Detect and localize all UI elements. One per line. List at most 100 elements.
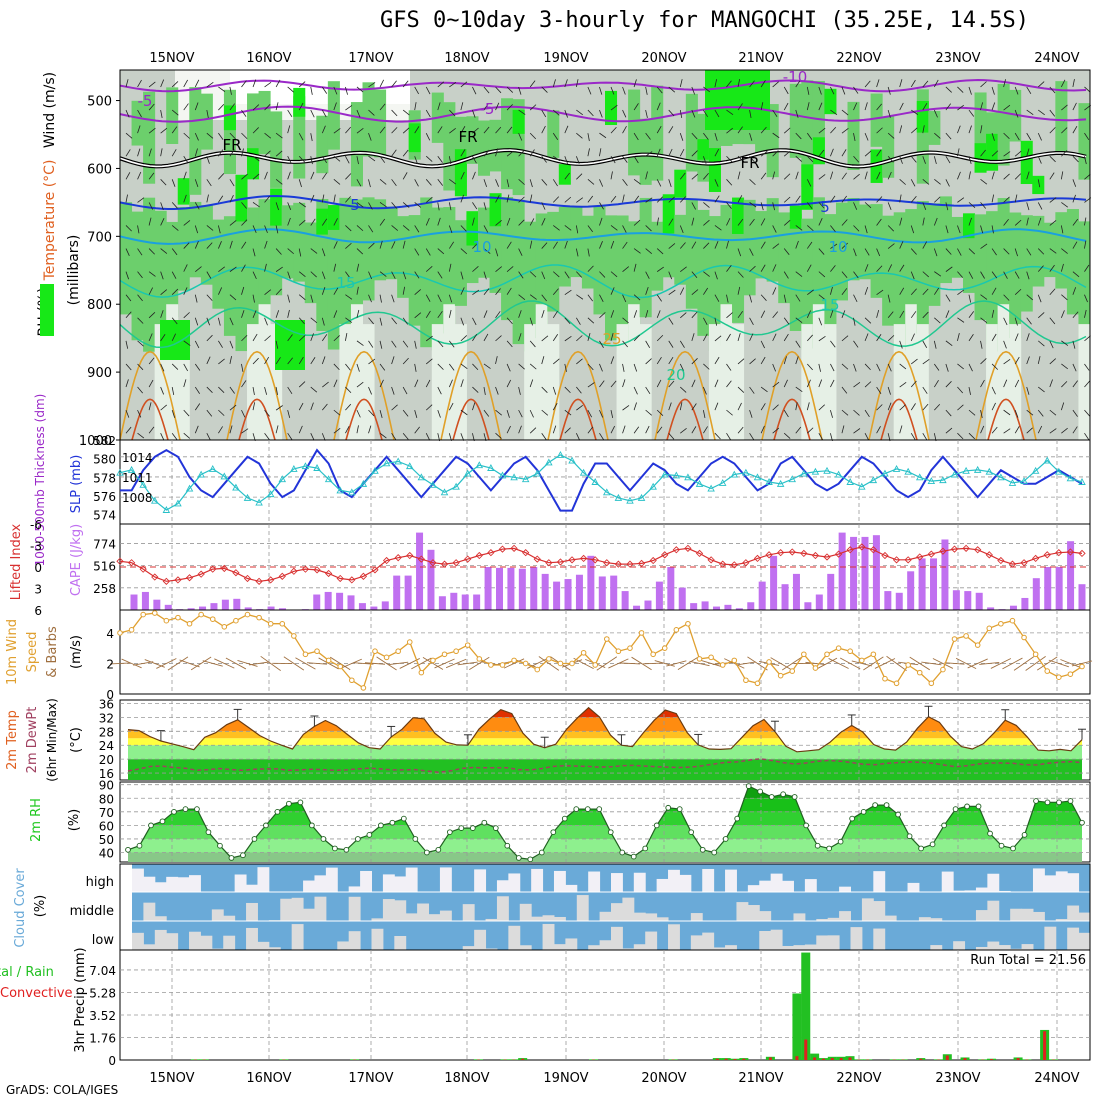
rh-green-cell [339, 197, 352, 349]
isotherm-30 [238, 398, 276, 441]
upper-wind-barb [1084, 380, 1090, 388]
upper-wind-barb [298, 402, 304, 411]
rh-point [722, 836, 729, 842]
upper-wind-barb [991, 133, 995, 141]
rh-bright-cell [674, 169, 687, 198]
upper-wind-barb [749, 133, 753, 141]
lifted-index-point [348, 576, 356, 584]
upper-wind-barb [495, 248, 499, 257]
upper-wind-barb [991, 287, 997, 295]
cloud-fill-cell [633, 912, 646, 921]
upper-wind-barb [818, 317, 823, 326]
upper-wind-barb [876, 404, 883, 411]
upper-wind-barb [125, 172, 131, 180]
rh-green-cell [524, 221, 537, 352]
upper-wind-barb [425, 404, 433, 411]
upper-wind-barb [807, 363, 813, 371]
upper-wind-barb [1037, 265, 1044, 272]
upper-wind-barb [749, 294, 753, 303]
upper-wind-barb [310, 86, 313, 95]
thickness-point [498, 471, 507, 479]
upper-wind-barb [310, 171, 315, 180]
upper-wind-barb [1060, 402, 1065, 411]
wind-speed-point [1079, 663, 1085, 670]
upper-wind-barb [264, 409, 270, 417]
rh-green-cell [1020, 215, 1033, 312]
wind-speed-point [766, 659, 772, 665]
upper-wind-barb [749, 179, 756, 186]
upper-wind-barb [449, 340, 455, 348]
upper-wind-barb [968, 125, 972, 134]
upper-wind-barb [922, 358, 930, 365]
upper-wind-barb [506, 86, 514, 93]
upper-wind-barb [957, 248, 962, 256]
upper-wind-barb [1084, 156, 1087, 165]
upper-wind-barb [945, 363, 949, 372]
rh-bright-cell [801, 164, 814, 210]
cloud-fill-cell [839, 911, 851, 921]
wind-barb [735, 661, 756, 666]
upper-wind-barb [460, 317, 465, 326]
upper-wind-barb [333, 194, 336, 203]
upper-wind-barb [368, 340, 374, 348]
cloud-fill-cell [953, 890, 966, 892]
right-tick-label: 1008 [122, 491, 153, 505]
wind-speed-point [244, 611, 251, 618]
lifted-index-point [695, 549, 704, 558]
upper-wind-barb [679, 148, 685, 157]
upper-wind-barb [957, 104, 965, 111]
upper-wind-barb [483, 103, 489, 111]
upper-wind-barb [668, 86, 676, 93]
upper-wind-barb [287, 432, 293, 441]
cloud-fill-cell [964, 890, 977, 892]
x-tick-label-top: 23NOV [935, 51, 980, 66]
cape-bar [610, 575, 618, 610]
upper-wind-barb [368, 109, 375, 116]
upper-wind-barb [298, 294, 306, 301]
wind-barb [863, 656, 884, 671]
upper-wind-barb [298, 335, 306, 342]
wind-barb [376, 656, 397, 671]
rh-green-cell [454, 220, 467, 306]
cloud-fill-cell [759, 880, 772, 892]
wind-speed-point [661, 645, 668, 651]
rh-bright-cell [489, 193, 502, 227]
upper-wind-barb [194, 340, 200, 349]
upper-wind-barb [333, 363, 340, 371]
upper-wind-barb [125, 311, 132, 319]
upper-wind-barb [899, 217, 903, 226]
wind-barb [955, 657, 977, 670]
upper-wind-barb [125, 194, 128, 203]
upper-wind-barb [287, 309, 290, 318]
wind-speed-point [638, 630, 645, 636]
cloud-fill-cell [553, 916, 566, 921]
precip-panel-frame [119, 949, 1091, 1061]
upper-wind-barb [899, 102, 904, 111]
upper-wind-barb [137, 363, 144, 371]
thickness-point [915, 473, 924, 481]
y-tick-label: 500 [87, 95, 112, 110]
upper-wind-barb [633, 195, 640, 203]
lifted-index-point [568, 556, 576, 564]
upper-wind-barb [691, 426, 697, 434]
upper-wind-barb [680, 266, 687, 272]
thickness-point [290, 464, 298, 472]
rh-point [941, 822, 947, 829]
upper-wind-barb [1049, 409, 1057, 416]
upper-wind-barb [148, 333, 153, 342]
wind-barb [1036, 656, 1058, 671]
upper-wind-barb [818, 149, 825, 157]
upper-wind-barb [356, 156, 359, 165]
rh-point [860, 808, 867, 815]
upper-wind-barb [957, 86, 964, 93]
upper-wind-barb [518, 132, 523, 141]
lifted-index-point [916, 553, 924, 561]
upper-wind-barb [160, 334, 166, 342]
wind-barb [295, 657, 316, 670]
thickness-point [973, 465, 982, 473]
isotherm-30 [452, 398, 490, 441]
upper-wind-barb [587, 409, 593, 418]
thickness-point [1031, 466, 1040, 474]
upper-wind-barb [264, 195, 270, 203]
upper-wind-barb [656, 426, 663, 434]
